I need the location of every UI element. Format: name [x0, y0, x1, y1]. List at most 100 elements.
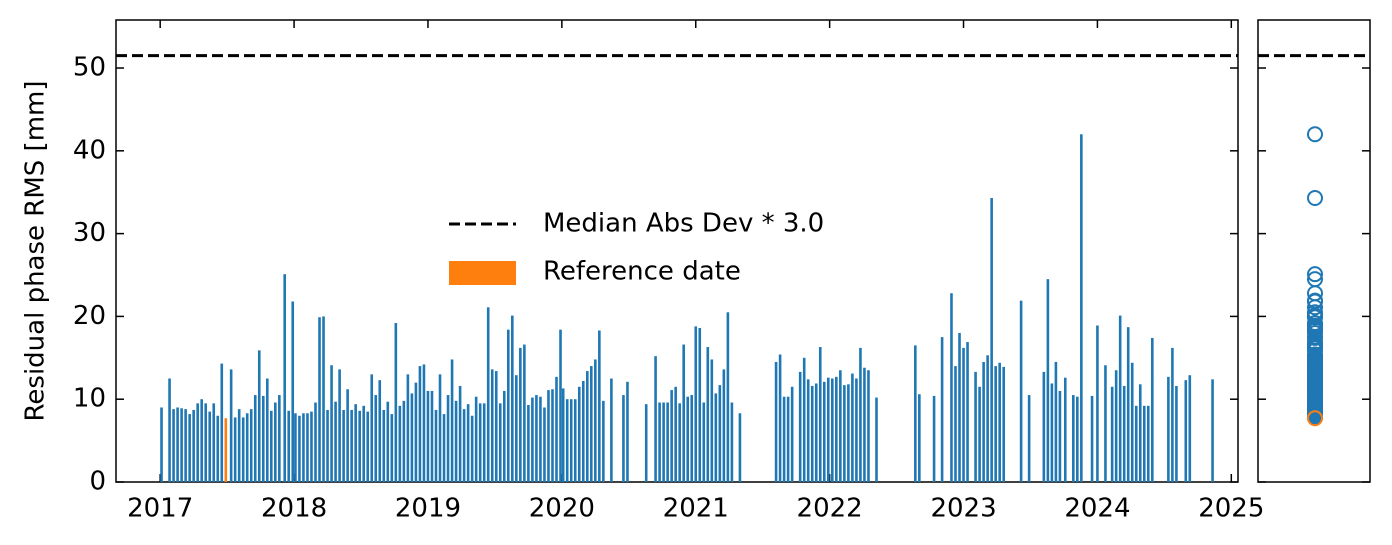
bar — [498, 403, 502, 482]
bar — [863, 367, 866, 482]
bar — [1027, 395, 1031, 482]
bar — [318, 317, 321, 482]
bar — [835, 376, 838, 482]
bar — [610, 378, 613, 482]
bar — [172, 409, 175, 482]
x-tick-label: 2018 — [261, 494, 327, 524]
bar — [535, 395, 538, 482]
bar — [1184, 380, 1188, 482]
bar — [410, 393, 414, 482]
bar — [790, 386, 794, 482]
bar — [334, 401, 337, 482]
bar — [714, 393, 718, 482]
side-point — [1307, 329, 1323, 346]
bar — [474, 396, 478, 482]
bar — [710, 359, 714, 482]
bar — [398, 405, 402, 482]
bar — [1104, 365, 1107, 482]
x-tick-label: 2017 — [127, 494, 193, 524]
bar — [490, 369, 494, 482]
bar — [1042, 371, 1046, 482]
bar — [918, 394, 921, 482]
bar — [298, 415, 301, 482]
bar — [626, 381, 629, 482]
bar — [302, 413, 305, 482]
bar — [1126, 327, 1130, 482]
bar — [176, 407, 179, 482]
bar — [1171, 347, 1174, 482]
side-point — [1307, 266, 1323, 283]
bar — [982, 361, 985, 482]
bar — [414, 382, 418, 482]
bar — [386, 401, 390, 482]
bar — [168, 378, 171, 482]
bar — [1050, 383, 1054, 482]
bar — [382, 409, 386, 482]
bar — [330, 365, 333, 482]
bar — [204, 403, 208, 482]
bar — [188, 414, 191, 482]
y-tick-label: 0 — [89, 467, 106, 497]
bar — [350, 409, 353, 482]
bar — [390, 414, 394, 482]
side-point — [1307, 371, 1323, 388]
bar — [291, 301, 295, 482]
bar — [1118, 315, 1122, 482]
bar — [253, 395, 257, 482]
bar — [511, 315, 514, 482]
x-tick-label: 2022 — [797, 494, 863, 524]
bar — [418, 366, 422, 482]
bar — [430, 390, 434, 482]
side-point — [1307, 397, 1323, 414]
side-point — [1307, 190, 1323, 207]
bar — [594, 359, 597, 482]
y-tick-label: 30 — [73, 218, 106, 248]
bar — [543, 407, 546, 482]
side-point — [1307, 405, 1323, 422]
bar — [782, 396, 786, 482]
x-tick-label: 2025 — [1198, 494, 1264, 524]
bar — [462, 409, 466, 482]
bar — [577, 386, 581, 482]
bar — [370, 374, 374, 482]
bar — [974, 371, 977, 482]
bar — [180, 408, 183, 482]
bar — [374, 395, 378, 482]
bar — [1110, 386, 1114, 482]
bar — [506, 329, 510, 482]
bar — [670, 390, 673, 482]
bar — [1046, 279, 1050, 482]
bar — [1019, 300, 1023, 482]
bar — [644, 404, 648, 482]
bar — [322, 316, 325, 482]
bar — [1167, 376, 1170, 482]
side-point — [1307, 271, 1323, 288]
bar — [932, 395, 936, 482]
bar — [690, 395, 694, 482]
bar — [257, 350, 261, 482]
bar — [1130, 362, 1134, 482]
bar — [547, 390, 550, 482]
bar — [682, 344, 685, 482]
side-point — [1307, 377, 1323, 394]
x-tick-label: 2023 — [930, 494, 996, 524]
bar — [470, 415, 474, 482]
bar — [358, 410, 361, 482]
bar — [200, 399, 203, 482]
y-tick-label: 40 — [73, 135, 106, 165]
bar — [346, 389, 349, 482]
bar — [261, 395, 265, 482]
bar — [527, 405, 530, 482]
bar — [283, 274, 287, 482]
bar — [950, 293, 953, 482]
bar — [192, 409, 195, 482]
bar — [994, 366, 997, 482]
bar — [438, 374, 442, 482]
bar — [1151, 337, 1154, 482]
bar — [674, 386, 677, 482]
bar — [216, 415, 220, 482]
bar — [478, 403, 482, 482]
bar — [810, 385, 814, 482]
bar — [342, 409, 345, 482]
bar — [851, 373, 854, 482]
